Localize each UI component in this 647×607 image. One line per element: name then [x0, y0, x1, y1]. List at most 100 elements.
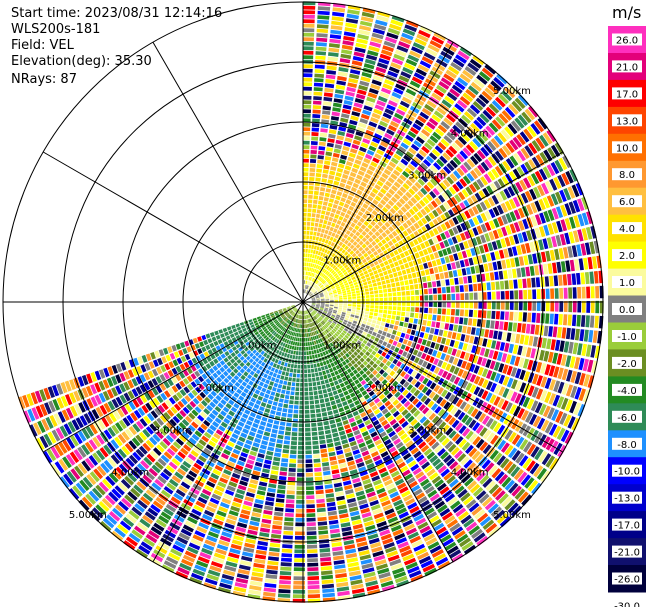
range-gate — [423, 346, 430, 354]
range-gate — [327, 312, 332, 316]
range-gate — [170, 548, 183, 557]
range-gate — [291, 331, 294, 336]
range-gate — [451, 106, 462, 116]
range-gate — [285, 503, 295, 508]
range-gate — [560, 219, 568, 232]
range-gate — [231, 472, 241, 479]
range-gate — [378, 467, 387, 474]
range-gate — [340, 339, 345, 344]
range-gate — [312, 345, 316, 350]
range-gate — [326, 313, 331, 317]
range-gate — [312, 300, 316, 302]
range-gate — [418, 149, 427, 158]
range-gate — [303, 284, 305, 289]
range-gate — [289, 368, 294, 373]
range-gate — [567, 314, 572, 326]
range-gate — [135, 548, 148, 559]
range-gate — [353, 528, 365, 534]
range-gate — [450, 196, 458, 205]
range-gate — [557, 381, 565, 394]
range-gate — [465, 444, 474, 455]
range-gate — [180, 502, 192, 511]
range-gate — [445, 149, 455, 158]
range-gate — [428, 425, 437, 434]
range-gate — [405, 527, 417, 536]
range-gate — [343, 35, 355, 42]
range-gate — [380, 245, 386, 252]
range-gate — [545, 250, 551, 262]
range-gate — [299, 319, 301, 324]
range-gate — [269, 474, 278, 480]
range-gate — [446, 131, 456, 141]
range-gate — [399, 281, 405, 286]
range-gate — [235, 577, 249, 584]
range-gate — [218, 539, 230, 547]
range-gate — [493, 422, 502, 433]
range-gate — [355, 348, 361, 354]
range-gate — [413, 513, 424, 522]
range-gate — [312, 377, 316, 382]
range-gate — [364, 210, 371, 216]
range-gate — [319, 343, 323, 348]
range-gate — [412, 101, 422, 110]
range-gate — [513, 311, 518, 321]
range-gate — [358, 499, 368, 506]
range-gate — [558, 314, 563, 325]
range-gate — [473, 365, 480, 374]
range-gate — [475, 97, 487, 108]
range-gate — [347, 242, 352, 247]
range-gate — [247, 487, 256, 494]
range-gate — [376, 390, 383, 397]
range-gate — [390, 19, 404, 27]
range-gate — [435, 418, 443, 427]
range-gate — [356, 360, 362, 366]
range-gate — [334, 305, 338, 307]
range-gate — [306, 517, 316, 522]
range-gate — [324, 192, 330, 198]
range-gate — [337, 310, 342, 314]
range-gate — [466, 267, 471, 275]
range-gate — [395, 235, 401, 242]
range-gate — [320, 302, 325, 304]
range-gate — [163, 560, 177, 569]
range-gate — [479, 113, 490, 124]
range-gate — [437, 124, 448, 134]
range-gate — [538, 403, 547, 416]
range-gate — [134, 525, 146, 536]
range-gate — [305, 275, 307, 280]
range-gate — [341, 386, 347, 392]
range-gate — [380, 199, 387, 206]
range-gate — [268, 371, 274, 376]
range-gate — [507, 123, 518, 135]
range-gate — [420, 86, 432, 95]
range-gate — [387, 554, 400, 562]
range-gate — [337, 368, 343, 374]
range-gate — [377, 383, 384, 389]
range-gate — [293, 585, 306, 590]
range-gate — [381, 351, 387, 357]
range-gate — [451, 236, 458, 244]
range-gate — [433, 175, 441, 184]
range-gate — [465, 430, 474, 440]
range-gate — [368, 237, 374, 243]
range-gate — [387, 487, 397, 495]
range-gate — [196, 526, 208, 534]
range-gate — [478, 71, 491, 82]
range-gate — [414, 98, 425, 106]
range-gate — [441, 361, 448, 370]
range-gate — [452, 124, 462, 134]
range-gate — [321, 583, 335, 589]
range-gate — [427, 203, 435, 211]
range-gate — [307, 558, 318, 563]
range-gate — [266, 422, 273, 428]
range-gate — [426, 121, 436, 130]
range-gate — [413, 389, 421, 397]
range-gate — [370, 504, 381, 511]
range-gate — [290, 363, 294, 368]
range-gate — [225, 445, 233, 452]
range-gate — [407, 323, 413, 329]
range-gate — [353, 281, 358, 286]
range-gate — [290, 391, 295, 396]
range-gate — [530, 446, 540, 458]
range-gate — [359, 217, 365, 224]
